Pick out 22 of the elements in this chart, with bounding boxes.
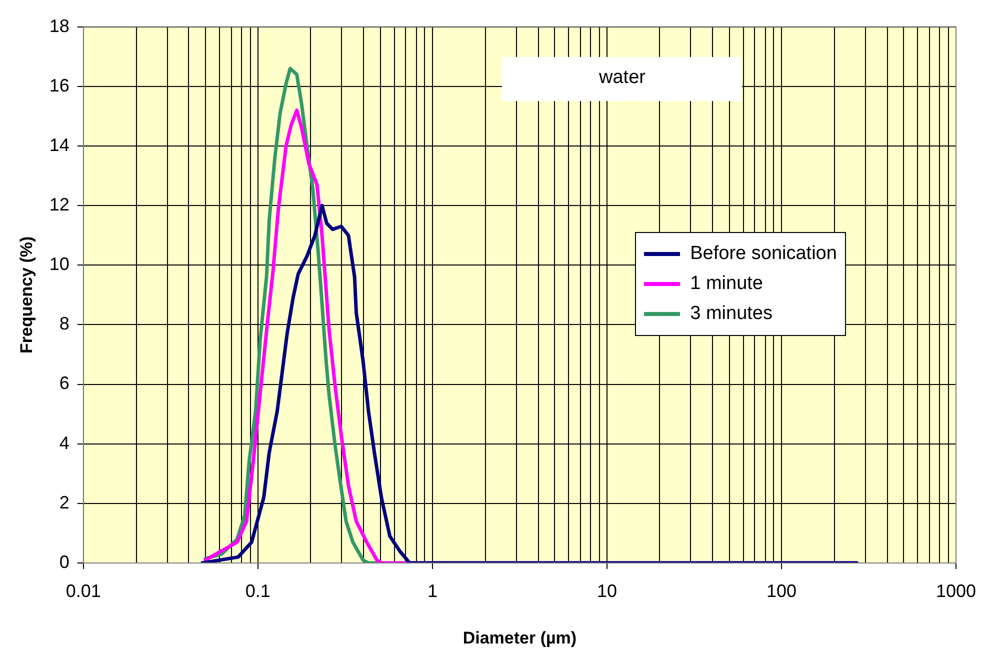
x-tick-label: 100 xyxy=(766,580,796,601)
y-tick-label: 18 xyxy=(49,16,70,36)
y-tick-label: 16 xyxy=(49,75,70,96)
x-tick-label: 0.01 xyxy=(66,580,101,601)
x-tick-label: 10 xyxy=(596,580,617,601)
x-axis-title: Diameter (µm) xyxy=(462,628,577,648)
legend-label: 1 minute xyxy=(690,272,763,296)
x-tick-label: 0.1 xyxy=(245,580,270,601)
x-tick-label: 1 xyxy=(427,580,438,601)
y-tick-label: 12 xyxy=(49,194,70,214)
legend-label: 3 minutes xyxy=(690,302,772,326)
legend-label: Before sonication xyxy=(690,242,837,266)
x-tick-label: 1000 xyxy=(936,580,976,601)
y-tick-label: 8 xyxy=(59,314,70,334)
y-tick-label: 14 xyxy=(49,134,70,155)
y-axis-title: Frequency (%) xyxy=(16,236,36,354)
y-tick-label: 4 xyxy=(59,432,70,453)
y-tick-label: 0 xyxy=(59,552,70,572)
y-tick-label: 10 xyxy=(49,254,70,274)
annotation: water xyxy=(598,66,646,89)
y-tick-label: 6 xyxy=(59,373,70,394)
y-tick-label: 2 xyxy=(59,492,70,512)
